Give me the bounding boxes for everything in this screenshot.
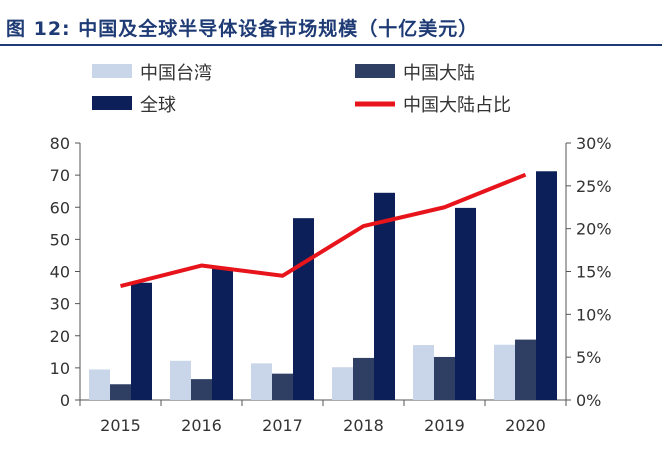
y-left-tick-label: 50 bbox=[50, 230, 70, 249]
y-right-tick-label: 25% bbox=[576, 177, 612, 196]
legend-swatch bbox=[355, 64, 395, 78]
y-left-tick-label: 30 bbox=[50, 295, 70, 314]
y-left-tick-label: 10 bbox=[50, 359, 70, 378]
bar bbox=[89, 369, 110, 400]
bar bbox=[110, 384, 131, 400]
bar bbox=[353, 357, 374, 400]
x-tick-label: 2018 bbox=[343, 416, 384, 435]
y-left-tick-label: 20 bbox=[50, 327, 70, 346]
bar bbox=[212, 267, 233, 400]
bar bbox=[293, 218, 314, 400]
x-tick-label: 2020 bbox=[505, 416, 546, 435]
y-right-tick-label: 20% bbox=[576, 220, 612, 239]
bar bbox=[272, 373, 293, 400]
y-left-tick-label: 40 bbox=[50, 263, 70, 282]
line-series-share bbox=[120, 172, 527, 289]
y-right-tick-label: 0% bbox=[576, 391, 601, 410]
y-right-tick-label: 15% bbox=[576, 263, 612, 282]
bar bbox=[494, 344, 515, 400]
x-tick-label: 2015 bbox=[100, 416, 141, 435]
y-right-tick-label: 30% bbox=[576, 134, 612, 153]
y-left-tick-label: 80 bbox=[50, 134, 70, 153]
bar bbox=[413, 345, 434, 400]
y-left-tick-label: 70 bbox=[50, 166, 70, 185]
figure-title: 图 12: 中国及全球半导体设备市场规模（十亿美元） bbox=[6, 18, 479, 40]
bar bbox=[455, 207, 476, 400]
bar bbox=[536, 171, 557, 400]
bar bbox=[131, 282, 152, 400]
legend-label: 中国台湾 bbox=[140, 63, 212, 84]
bar bbox=[332, 367, 353, 400]
bar bbox=[191, 379, 212, 400]
legend-swatch bbox=[92, 64, 132, 78]
bar bbox=[374, 192, 395, 400]
figure-title-bar: 图 12: 中国及全球半导体设备市场规模（十亿美元） bbox=[0, 0, 662, 48]
x-tick-label: 2017 bbox=[262, 416, 303, 435]
title-underline bbox=[0, 44, 662, 46]
y-right-tick-label: 5% bbox=[576, 348, 601, 367]
y-right-tick-label: 10% bbox=[576, 305, 612, 324]
bar bbox=[170, 360, 191, 400]
legend-label: 中国大陆占比 bbox=[403, 95, 511, 116]
x-tick-label: 2019 bbox=[424, 416, 465, 435]
x-tick-label: 2016 bbox=[181, 416, 222, 435]
bar bbox=[515, 339, 536, 400]
legend-label: 全球 bbox=[140, 95, 176, 116]
y-left-tick-label: 60 bbox=[50, 198, 70, 217]
y-left-tick-label: 0 bbox=[60, 391, 70, 410]
bar bbox=[434, 356, 455, 400]
bar bbox=[251, 363, 272, 400]
legend-swatch bbox=[92, 96, 132, 110]
legend-label: 中国大陆 bbox=[403, 63, 475, 84]
